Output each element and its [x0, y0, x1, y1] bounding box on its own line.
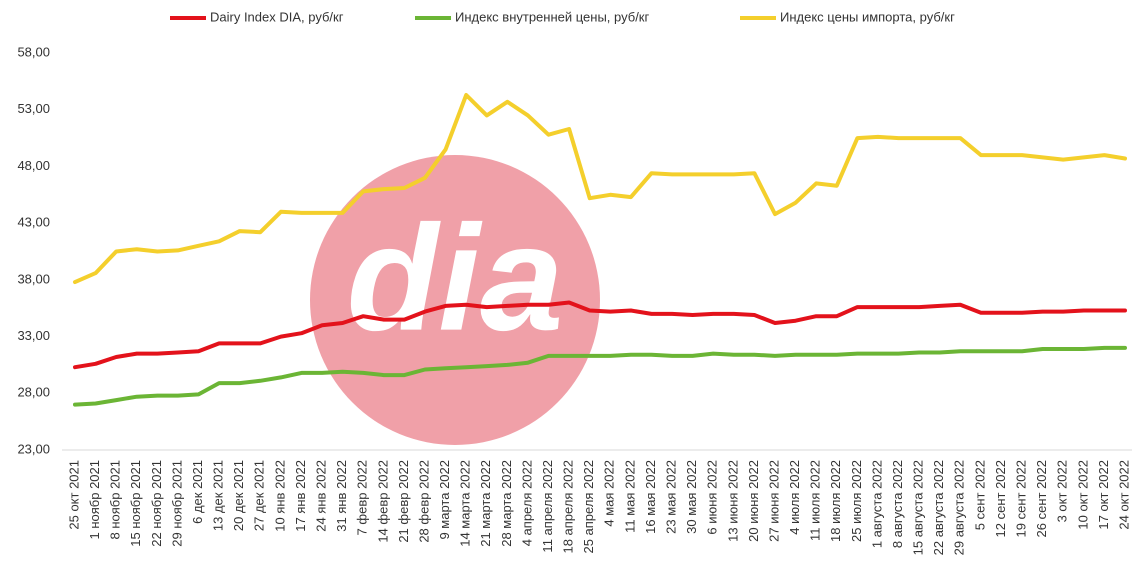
x-tick-label: 21 марта 2022 — [478, 460, 493, 547]
x-tick-label: 13 дек 2021 — [211, 460, 226, 531]
x-tick-label: 17 янв 2022 — [293, 460, 308, 532]
legend-label: Индекс внутренней цены, руб/кг — [455, 9, 649, 24]
x-tick-label: 5 сент 2022 — [972, 460, 987, 530]
x-tick-label: 20 дек 2021 — [231, 460, 246, 531]
y-tick-label: 43,00 — [17, 215, 50, 230]
logo-text: dia — [347, 194, 564, 362]
legend-label: Dairy Index DIA, руб/кг — [210, 9, 344, 24]
x-tick-label: 24 янв 2022 — [313, 460, 328, 532]
x-tick-label: 23 мая 2022 — [663, 460, 678, 534]
x-tick-label: 11 мая 2022 — [622, 460, 637, 533]
x-tick-label: 10 окт 2022 — [1075, 460, 1090, 530]
x-tick-label: 8 августа 2022 — [890, 460, 905, 548]
x-tick-label: 28 февр 2022 — [416, 460, 431, 543]
series-line — [73, 93, 1127, 285]
x-tick-label: 6 дек 2021 — [190, 460, 205, 524]
x-tick-label: 25 апреля 2022 — [581, 460, 596, 554]
x-tick-label: 13 июня 2022 — [725, 460, 740, 542]
y-tick-label: 23,00 — [17, 441, 50, 456]
x-tick-label: 18 апреля 2022 — [561, 460, 576, 554]
legend-label: Индекс цены импорта, руб/кг — [780, 9, 955, 24]
x-tick-label: 24 окт 2022 — [1116, 460, 1131, 530]
x-tick-label: 26 сент 2022 — [1034, 460, 1049, 537]
x-tick-label: 11 апреля 2022 — [540, 460, 555, 553]
x-tick-label: 4 апреля 2022 — [519, 460, 534, 546]
x-tick-label: 28 марта 2022 — [499, 460, 514, 547]
x-tick-label: 30 мая 2022 — [684, 460, 699, 534]
x-tick-label: 29 ноябр 2021 — [169, 460, 184, 547]
x-tick-label: 9 марта 2022 — [437, 460, 452, 540]
x-tick-label: 15 ноябр 2021 — [128, 460, 143, 547]
x-tick-label: 22 ноябр 2021 — [149, 460, 164, 547]
x-tick-label: 27 дек 2021 — [252, 460, 267, 531]
x-tick-label: 8 ноябр 2021 — [108, 460, 123, 540]
x-tick-label: 20 июня 2022 — [746, 460, 761, 542]
x-tick-label: 18 июля 2022 — [828, 460, 843, 542]
y-tick-label: 33,00 — [17, 328, 50, 343]
x-tick-label: 4 мая 2022 — [602, 460, 617, 527]
x-tick-label: 19 сент 2022 — [1013, 460, 1028, 537]
x-tick-label: 1 ноябр 2021 — [87, 460, 102, 540]
y-tick-label: 48,00 — [17, 158, 50, 173]
logo-circle — [310, 155, 600, 445]
y-tick-label: 53,00 — [17, 101, 50, 116]
x-tick-label: 1 августа 2022 — [869, 460, 884, 548]
x-tick-label: 10 янв 2022 — [272, 460, 287, 532]
x-tick-label: 22 августа 2022 — [931, 460, 946, 555]
x-tick-label: 29 августа 2022 — [952, 460, 967, 555]
x-tick-label: 4 июля 2022 — [787, 460, 802, 535]
x-tick-label: 6 июня 2022 — [705, 460, 720, 535]
x-tick-label: 27 июня 2022 — [766, 460, 781, 542]
x-tick-label: 14 февр 2022 — [375, 460, 390, 543]
x-tick-label: 7 февр 2022 — [355, 460, 370, 535]
y-tick-label: 28,00 — [17, 385, 50, 400]
series-line — [73, 345, 1127, 407]
x-tick-label: 17 окт 2022 — [1096, 460, 1111, 530]
x-tick-label: 12 сент 2022 — [993, 460, 1008, 537]
x-tick-label: 3 окт 2022 — [1055, 460, 1070, 522]
x-tick-label: 25 окт 2021 — [66, 460, 81, 530]
x-tick-label: 21 февр 2022 — [396, 460, 411, 543]
y-tick-label: 58,00 — [17, 44, 50, 59]
x-tick-label: 16 мая 2022 — [643, 460, 658, 534]
y-tick-label: 38,00 — [17, 271, 50, 286]
x-tick-label: 11 июля 2022 — [808, 460, 823, 541]
x-tick-label: 31 янв 2022 — [334, 460, 349, 532]
x-tick-label: 25 июля 2022 — [849, 460, 864, 542]
series-line — [73, 300, 1127, 370]
x-tick-label: 14 марта 2022 — [458, 460, 473, 547]
x-tick-label: 15 августа 2022 — [911, 460, 926, 555]
